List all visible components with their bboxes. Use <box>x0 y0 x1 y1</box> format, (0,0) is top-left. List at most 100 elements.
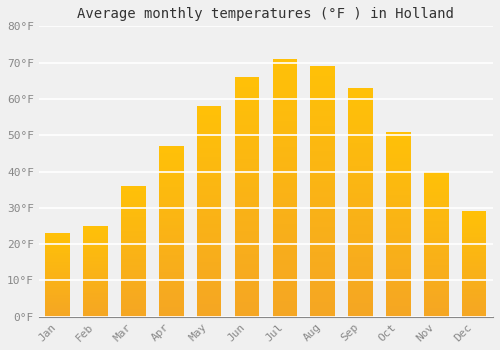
Bar <box>197 224 222 228</box>
Bar <box>310 161 335 167</box>
Bar <box>159 160 184 163</box>
Bar <box>348 138 373 143</box>
Bar <box>197 296 222 300</box>
Bar <box>159 242 184 245</box>
Bar <box>234 168 260 173</box>
Bar <box>272 271 297 275</box>
Bar <box>462 279 486 281</box>
Bar <box>348 147 373 152</box>
Bar <box>272 250 297 255</box>
Bar <box>197 157 222 161</box>
Bar <box>234 144 260 149</box>
Bar <box>424 270 448 273</box>
Bar <box>310 111 335 116</box>
Bar <box>424 236 448 238</box>
Bar <box>46 303 70 305</box>
Bar <box>197 153 222 157</box>
Bar <box>121 204 146 207</box>
Bar <box>84 230 108 231</box>
Bar <box>386 176 410 180</box>
Bar <box>234 173 260 178</box>
Bar <box>348 289 373 294</box>
Bar <box>348 180 373 184</box>
Bar <box>121 306 146 309</box>
Bar <box>348 275 373 280</box>
Bar <box>272 265 297 271</box>
Bar <box>310 202 335 206</box>
Bar <box>310 252 335 257</box>
Bar <box>310 121 335 126</box>
Bar <box>348 125 373 129</box>
Bar <box>197 144 222 148</box>
Bar <box>424 294 448 296</box>
Bar <box>462 247 486 250</box>
Bar <box>159 252 184 256</box>
Bar <box>159 256 184 259</box>
Bar <box>121 199 146 202</box>
Bar <box>386 143 410 146</box>
Bar <box>310 126 335 131</box>
Bar <box>424 186 448 189</box>
Bar <box>121 290 146 293</box>
Bar <box>310 131 335 136</box>
Bar <box>159 156 184 160</box>
Bar <box>272 275 297 281</box>
Bar <box>462 315 486 317</box>
Bar <box>159 276 184 279</box>
Bar <box>84 268 108 270</box>
Bar <box>121 186 146 189</box>
Bar <box>84 284 108 286</box>
Bar <box>159 215 184 218</box>
Bar <box>121 259 146 262</box>
Bar <box>386 224 410 228</box>
Bar <box>310 307 335 312</box>
Bar <box>310 211 335 217</box>
Bar <box>197 237 222 241</box>
Bar <box>197 292 222 296</box>
Bar <box>310 206 335 211</box>
Bar <box>462 304 486 306</box>
Bar <box>386 220 410 224</box>
Bar <box>272 105 297 111</box>
Bar <box>46 272 70 273</box>
Bar <box>348 299 373 303</box>
Bar <box>424 203 448 206</box>
Bar <box>234 312 260 317</box>
Bar <box>46 250 70 252</box>
Bar <box>84 246 108 248</box>
Bar <box>386 191 410 195</box>
Bar <box>197 110 222 114</box>
Bar <box>197 148 222 153</box>
Bar <box>348 102 373 106</box>
Bar <box>84 292 108 293</box>
Bar <box>386 291 410 295</box>
Bar <box>84 300 108 302</box>
Bar <box>46 293 70 295</box>
Bar <box>159 269 184 272</box>
Bar <box>272 188 297 193</box>
Bar <box>386 287 410 291</box>
Bar <box>310 262 335 267</box>
Bar <box>159 231 184 235</box>
Bar <box>462 277 486 279</box>
Bar <box>46 307 70 308</box>
Bar <box>348 234 373 239</box>
Bar <box>386 180 410 183</box>
Bar <box>348 152 373 157</box>
Bar <box>159 286 184 289</box>
Bar <box>462 271 486 273</box>
Bar <box>84 264 108 266</box>
Bar <box>310 226 335 232</box>
Bar <box>348 248 373 253</box>
Bar <box>197 258 222 262</box>
Bar <box>310 86 335 91</box>
Bar <box>424 172 448 174</box>
Bar <box>234 159 260 163</box>
Bar <box>84 248 108 250</box>
Bar <box>424 244 448 247</box>
Bar <box>197 132 222 136</box>
Bar <box>159 303 184 307</box>
Bar <box>310 81 335 86</box>
Bar <box>159 208 184 211</box>
Bar <box>234 187 260 192</box>
